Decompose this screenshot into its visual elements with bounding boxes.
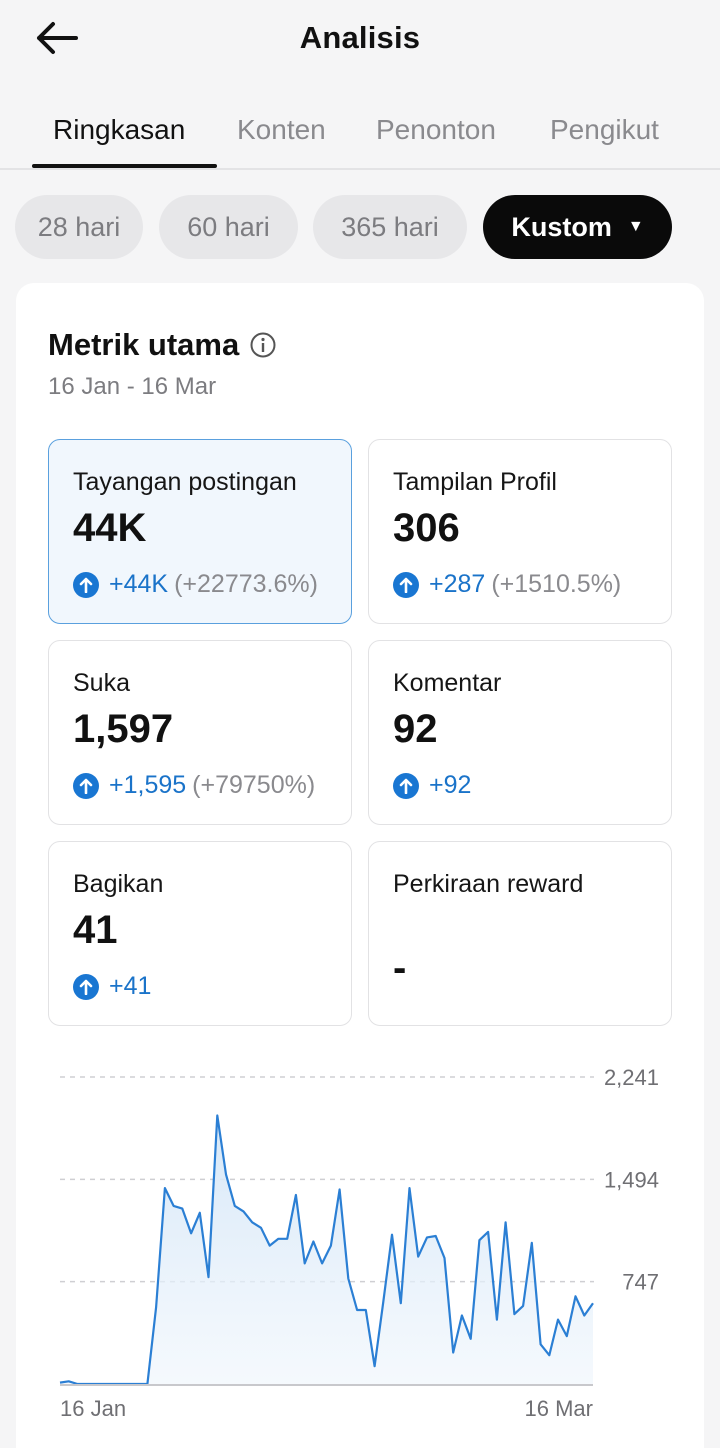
tab-scroll-fade [680,92,720,168]
caret-down-icon: ▼ [627,218,644,235]
x-tick-label: 16 Jan [60,1396,126,1421]
filter-chip-kustom-label: Kustom [511,211,612,242]
metric-tile-likes[interactable]: Suka 1,597 +1,595 (+79750%) [48,640,352,825]
chart-series-line [59,1114,594,1386]
metric-value: 1,597 [73,707,174,751]
metric-tile-shares[interactable]: Bagikan 41 +41 [48,841,352,1026]
y-tick-label: 2,241 [604,1065,659,1090]
metric-label: Tampilan Profil [393,468,557,496]
arrow-up-circle-icon [393,772,419,799]
metric-delta: +92 [429,771,472,799]
y-tick-label: 1,494 [604,1167,659,1192]
metric-label: Bagikan [73,870,164,898]
arrow-up-circle-icon [73,772,99,799]
metric-change: +287 (+1510.5%) [393,570,621,599]
tab-konten[interactable]: Konten [237,114,326,145]
filter-chip-28-hari[interactable]: 28 hari [15,195,143,259]
metric-value: 44K [73,506,147,550]
info-icon[interactable] [249,331,277,359]
arrow-up-circle-icon [73,571,99,598]
page-title: Analisis [299,20,421,55]
metric-delta: +287 [429,570,486,598]
filter-chip-60-hari[interactable]: 60 hari [159,195,298,259]
active-tab-indicator [32,164,217,168]
metric-change: +44K (+22773.6%) [73,570,318,599]
arrow-left-icon [37,22,78,54]
metric-delta: +44K [109,570,169,598]
metric-value: 41 [73,908,118,952]
date-range: 16 Jan - 16 Mar [48,373,217,400]
y-tick-label: 747 [622,1270,659,1295]
metric-trend-chart[interactable]: 2,241 1,494 747 16 Jan 16 Mar [16,283,704,1448]
metric-delta: +1,595 [109,771,187,799]
app-header: Analisis [0,0,720,80]
chart-area-fill [60,1115,593,1384]
metric-percent: (+22773.6%) [174,570,318,598]
tab-pengikut[interactable]: Pengikut [550,114,659,145]
metric-change: +92 [393,771,471,800]
metric-percent: (+79750%) [192,771,316,799]
metric-value: 306 [393,506,460,550]
x-tick-label: 16 Mar [525,1396,593,1421]
section-title: Metrik utama [48,327,277,363]
metric-change: +41 [73,972,151,1001]
metric-value: - [393,946,407,990]
key-metrics-card: Metrik utama 16 Jan - 16 Mar Tayangan po… [16,283,704,1448]
back-button[interactable] [30,16,82,60]
tab-bar: Ringkasan Konten Penonton Pengikut [0,92,720,170]
metric-tile-estimated-reward[interactable]: Perkiraan reward - [368,841,672,1026]
section-title-text: Metrik utama [48,327,240,362]
arrow-up-circle-icon [393,571,419,598]
metric-tile-profile-views[interactable]: Tampilan Profil 306 +287 (+1510.5%) [368,439,672,624]
metric-tile-post-views[interactable]: Tayangan postingan 44K +44K (+22773.6%) [48,439,352,624]
metric-delta: +41 [109,972,152,1000]
filter-chip-365-hari[interactable]: 365 hari [313,195,467,259]
tab-ringkasan[interactable]: Ringkasan [53,114,186,145]
metric-label: Suka [73,669,130,697]
metric-percent: (+1510.5%) [491,570,622,598]
metric-change: +1,595 (+79750%) [73,771,315,800]
filter-chip-kustom[interactable]: Kustom ▼ [483,195,672,259]
tab-penonton[interactable]: Penonton [376,114,496,145]
metric-value: 92 [393,707,438,751]
arrow-up-circle-icon [73,973,99,1000]
metric-label: Tayangan postingan [73,468,297,496]
metric-label: Perkiraan reward [393,870,584,898]
metric-tile-comments[interactable]: Komentar 92 +92 [368,640,672,825]
metric-label: Komentar [393,669,502,697]
